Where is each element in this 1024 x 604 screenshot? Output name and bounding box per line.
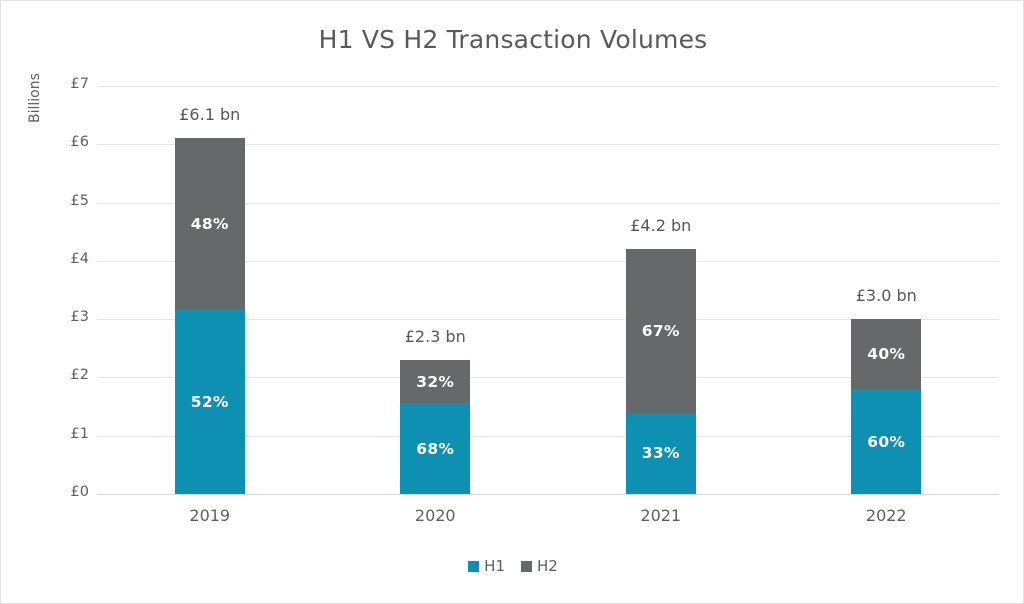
bar-total-label: £2.3 bn [404,326,466,346]
y-axis-tick-label: £5 [70,192,89,209]
chart-legend: H1 H2 [1,557,1023,575]
gridline [97,86,999,87]
plot-area: 52% 48% £6.1 bn 68% 32% £2.3 bn 33% 67% £4.2 bn 6… [97,86,999,495]
gridline [97,494,999,495]
bar-segment-h2[interactable]: 67% [625,249,696,413]
bar-segment-label-h2: 67% [641,322,680,341]
bar-segment-label-h2: 32% [416,372,455,391]
gridline [97,202,999,204]
gridline [97,144,999,146]
gridline [97,319,999,321]
bar-segment-h1[interactable]: 68% [400,403,471,494]
bar-group[interactable]: 52% 48% £6.1 bn [174,86,245,494]
bar-segment-label-h1: 52% [190,392,229,411]
bar-total-label: £6.1 bn [179,105,241,125]
y-axis-tick-label: £2 [70,367,89,384]
chart-title: H1 VS H2 Transaction Volumes [318,25,708,54]
bar-segment-label-h1: 68% [416,439,455,458]
y-axis-tick-label: £3 [70,309,89,326]
bar-segment-h2[interactable]: 40% [851,319,922,390]
y-axis-tick-label: £7 [70,76,89,92]
legend-item-h1[interactable]: H1 [468,557,505,575]
bar-segment-h2[interactable]: 48% [174,138,245,310]
bar-segment-h2[interactable]: 32% [400,359,471,404]
gridline [97,260,999,262]
y-axis-tick-label: £6 [70,134,89,151]
bar-group[interactable]: 68% 32% £2.3 bn [400,86,471,494]
bar-group[interactable]: 33% 67% £4.2 bn [625,86,696,494]
x-axis-tick-labels: 2019 2020 2021 2022 [97,506,999,532]
legend-item-h2[interactable]: H2 [521,557,558,575]
bar-segment-label-h2: 48% [190,214,229,233]
y-axis-tick-label: £4 [70,250,89,267]
bar-group[interactable]: 60% 40% £3.0 bn [851,86,922,494]
bar-total-label: £4.2 bn [630,216,692,236]
bar-segment-label-h1: 33% [641,444,680,463]
y-axis-tick-label: £0 [70,484,89,500]
legend-swatch-icon [468,560,480,572]
bar-segment-label-h2: 40% [867,345,906,364]
x-axis-tick-label: 2022 [865,506,907,525]
y-axis-tick-label: £1 [70,425,89,442]
bar-total-label: £3.0 bn [855,286,917,306]
legend-label: H1 [484,557,505,575]
x-axis-tick-label: 2021 [640,506,682,525]
legend-swatch-icon [521,560,532,572]
bar-segment-h1[interactable]: 60% [851,389,922,494]
bar-segment-label-h1: 60% [867,432,906,451]
bar-segment-h1[interactable]: 33% [625,412,696,494]
gridline [97,377,999,379]
x-axis-tick-label: 2020 [414,506,456,525]
legend-label: H2 [537,557,558,575]
y-axis-tick-labels: £7 £6 £5 £4 £3 £2 £1 £0 [31,76,89,500]
bar-segment-h1[interactable]: 52% [174,309,245,494]
x-axis-tick-label: 2019 [189,506,231,525]
gridline [97,435,999,437]
